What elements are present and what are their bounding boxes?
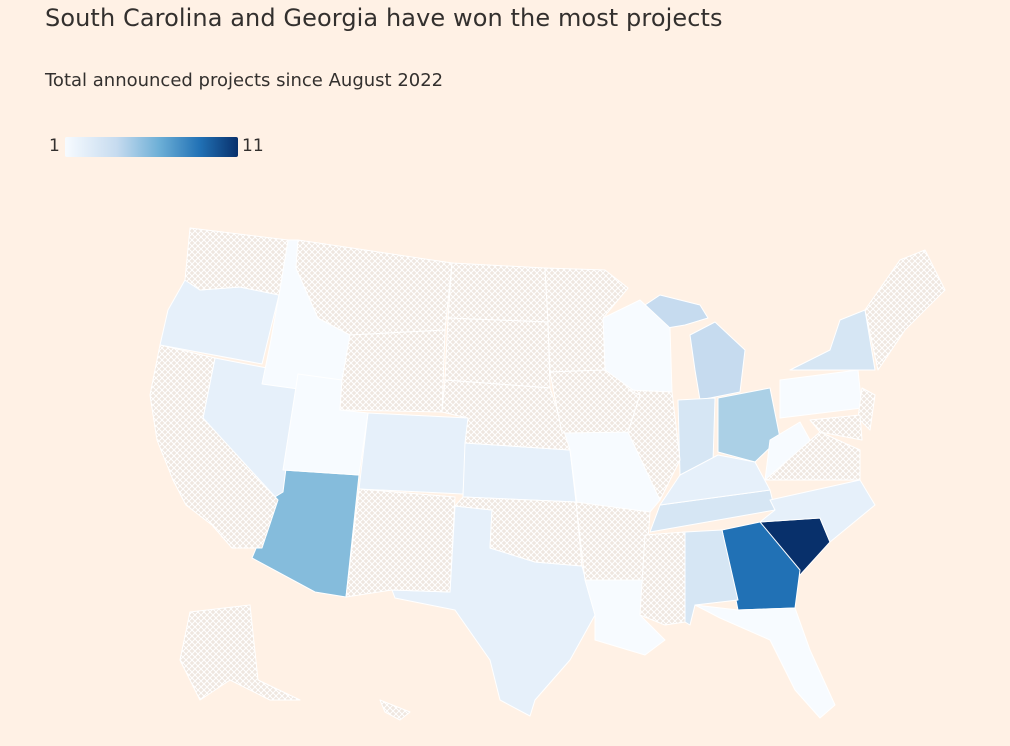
state-hi: [379, 699, 411, 721]
legend-min-label: 1: [49, 136, 60, 156]
state-ak: [179, 604, 301, 701]
state-pa: [779, 369, 863, 419]
state-ne-us: [864, 249, 946, 371]
chart-subtitle: Total announced projects since August 20…: [45, 70, 444, 91]
state-ny: [789, 309, 876, 371]
state-wy: [339, 329, 446, 413]
state-ms: [639, 531, 686, 626]
state-fl: [694, 604, 836, 719]
state-mn: [544, 267, 629, 373]
state-ca: [149, 344, 279, 549]
state-nc: [759, 479, 876, 543]
state-nm: [345, 488, 456, 598]
state-nj: [857, 387, 876, 431]
state-mi: [689, 321, 746, 401]
chart-title: South Carolina and Georgia have won the …: [45, 4, 723, 32]
state-va: [764, 431, 861, 481]
state-wa: [184, 227, 289, 296]
state-ar: [575, 501, 651, 581]
state-co: [358, 412, 469, 495]
state-ne: [441, 379, 571, 451]
state-sd: [444, 317, 551, 389]
state-oh: [717, 387, 781, 463]
state-ky: [659, 454, 771, 506]
legend-max-label: 11: [242, 136, 264, 156]
state-ks: [462, 442, 577, 503]
legend-gradient-bar: [65, 137, 238, 157]
state-nd: [447, 262, 549, 323]
state-md: [809, 414, 863, 441]
state-il: [627, 389, 681, 501]
